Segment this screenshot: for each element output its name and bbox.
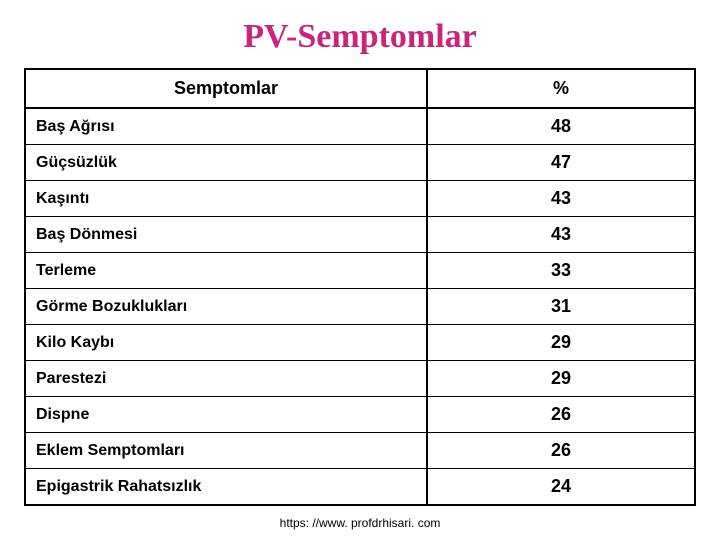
- pct-cell: 29: [427, 361, 695, 397]
- pct-cell: 43: [427, 217, 695, 253]
- symptom-cell: Baş Dönmesi: [25, 217, 427, 253]
- symptom-table-wrap: Semptomlar % Baş Ağrısı 48 Güçsüzlük 47 …: [0, 68, 720, 506]
- pct-cell: 31: [427, 289, 695, 325]
- pct-cell: 26: [427, 433, 695, 469]
- header-pct: %: [427, 69, 695, 108]
- symptom-cell: Görme Bozuklukları: [25, 289, 427, 325]
- table-row: Eklem Semptomları 26: [25, 433, 695, 469]
- symptom-cell: Kaşıntı: [25, 181, 427, 217]
- pct-cell: 48: [427, 108, 695, 145]
- table-row: Görme Bozuklukları 31: [25, 289, 695, 325]
- symptom-cell: Kilo Kaybı: [25, 325, 427, 361]
- title-text: PV-Semptomlar: [243, 18, 477, 55]
- table-row: Kilo Kaybı 29: [25, 325, 695, 361]
- table-row: Dispne 26: [25, 397, 695, 433]
- table-header-row: Semptomlar %: [25, 69, 695, 108]
- symptom-cell: Parestezi: [25, 361, 427, 397]
- symptom-cell: Güçsüzlük: [25, 145, 427, 181]
- page-title: PV-Semptomlar: [0, 0, 720, 68]
- table-row: Baş Ağrısı 48: [25, 108, 695, 145]
- pct-cell: 26: [427, 397, 695, 433]
- symptom-table: Semptomlar % Baş Ağrısı 48 Güçsüzlük 47 …: [24, 68, 696, 506]
- footer-url: https: //www. profdrhisari. com: [0, 516, 720, 530]
- pct-cell: 29: [427, 325, 695, 361]
- symptom-cell: Dispne: [25, 397, 427, 433]
- table-row: Kaşıntı 43: [25, 181, 695, 217]
- header-symptom: Semptomlar: [25, 69, 427, 108]
- table-row: Güçsüzlük 47: [25, 145, 695, 181]
- pct-cell: 24: [427, 469, 695, 506]
- table-row: Baş Dönmesi 43: [25, 217, 695, 253]
- pct-cell: 47: [427, 145, 695, 181]
- pct-cell: 43: [427, 181, 695, 217]
- symptom-cell: Terleme: [25, 253, 427, 289]
- table-row: Epigastrik Rahatsızlık 24: [25, 469, 695, 506]
- symptom-cell: Eklem Semptomları: [25, 433, 427, 469]
- table-body: Baş Ağrısı 48 Güçsüzlük 47 Kaşıntı 43 Ba…: [25, 108, 695, 505]
- symptom-cell: Epigastrik Rahatsızlık: [25, 469, 427, 506]
- table-row: Terleme 33: [25, 253, 695, 289]
- table-row: Parestezi 29: [25, 361, 695, 397]
- symptom-cell: Baş Ağrısı: [25, 108, 427, 145]
- pct-cell: 33: [427, 253, 695, 289]
